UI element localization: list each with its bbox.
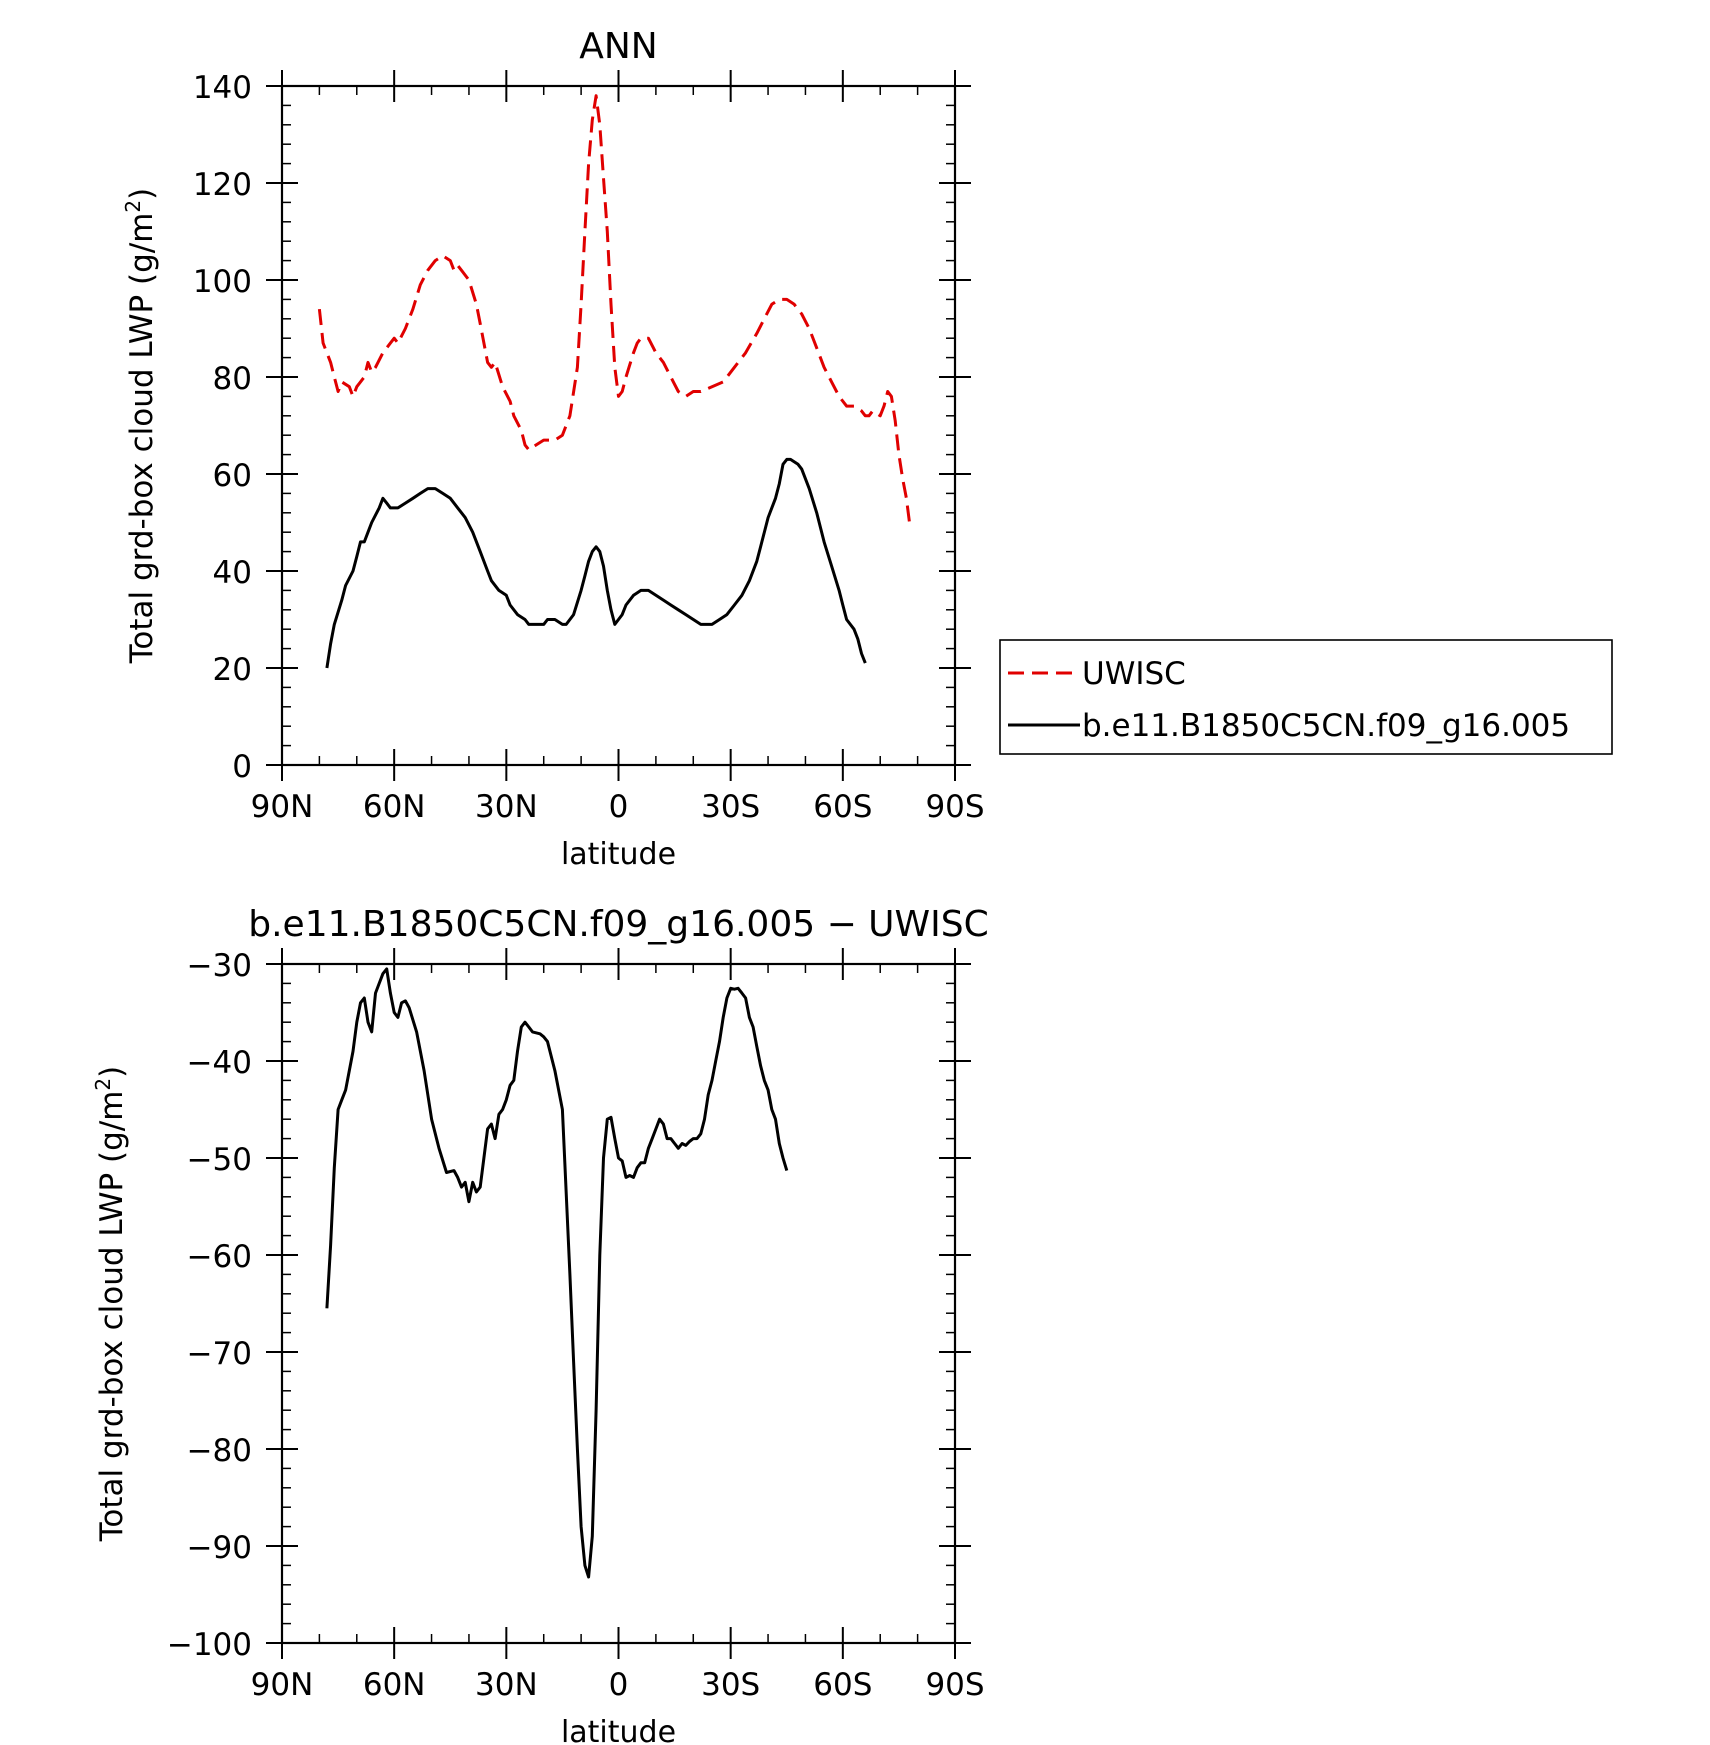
y-axis-label-text: Total grd-box cloud LWP (g/m [124,213,160,665]
y-tick-label: 100 [193,264,252,300]
x-tick-label: 90N [251,789,314,825]
legend-box [999,639,1613,755]
y-tick-label: −90 [187,1530,252,1566]
top-panel-ann: ANN 0 20 40 60 80 100 120 140 90N 60N 30N 0 30S 60S 90S… [121,26,1613,872]
legend-label: UWISC [1082,656,1186,692]
y-tick-label: −50 [187,1142,252,1178]
y-axis-label-superscript: 2 [121,200,145,213]
x-tick-label: 90S [925,1667,984,1703]
x-tick-label: 30S [701,1667,760,1703]
legend-label: b.e11.B1850C5CN.f09_g16.005 [1082,708,1570,744]
bottom-panel-difference: b.e11.B1850C5CN.f09_g16.005 − UWISC −100 −… [91,904,989,1745]
y-axis-label-close: ) [124,188,160,200]
y-axis-label-close: ) [94,1066,130,1078]
y-axis-label-text: Total grd-box cloud LWP (g/m [94,1091,130,1543]
y-tick-label: 80 [213,361,252,397]
x-tick-label: 60N [363,789,426,825]
y-tick-label: 20 [213,652,252,688]
y-tick-label: −40 [187,1045,252,1081]
y-tick-label: −80 [187,1433,252,1469]
y-axis-label: Total grd-box cloud LWP (g/m2) [91,1066,130,1543]
x-axis-label: latitude [561,1715,676,1745]
y-axis-label: Total grd-box cloud LWP (g/m2) [121,188,160,665]
plot-frame [280,962,957,1645]
x-tick-label: 30N [475,789,538,825]
y-tick-label: −60 [187,1239,252,1275]
x-tick-label: 90N [251,1667,314,1703]
x-tick-label: 90S [925,789,984,825]
chart-title: b.e11.B1850C5CN.f09_g16.005 − UWISC [248,904,988,945]
y-tick-label: 120 [193,167,252,203]
y-tick-label: −100 [167,1627,252,1663]
y-axis-label-superscript: 2 [91,1078,115,1091]
x-tick-label: 60S [813,1667,872,1703]
x-tick-label: 0 [609,789,629,825]
y-tick-label: 140 [193,70,252,106]
x-tick-label: 60S [813,789,872,825]
y-tick-label: 0 [232,749,252,785]
x-axis-label: latitude [561,837,676,872]
y-tick-label: 60 [213,458,252,494]
x-tick-label: 30S [701,789,760,825]
y-tick-label: −70 [187,1336,252,1372]
series-line-b-e11-b1850c5cn-f09-g16-005 [325,457,867,669]
series-line-difference [325,967,789,1579]
y-tick-label: −30 [187,948,252,984]
x-tick-label: 0 [609,1667,629,1703]
x-tick-label: 30N [475,1667,538,1703]
series-line-uwisc [317,94,912,528]
y-tick-label: 40 [213,555,252,591]
chart-title: ANN [579,26,658,67]
plot-frame [280,84,957,767]
x-tick-label: 60N [363,1667,426,1703]
